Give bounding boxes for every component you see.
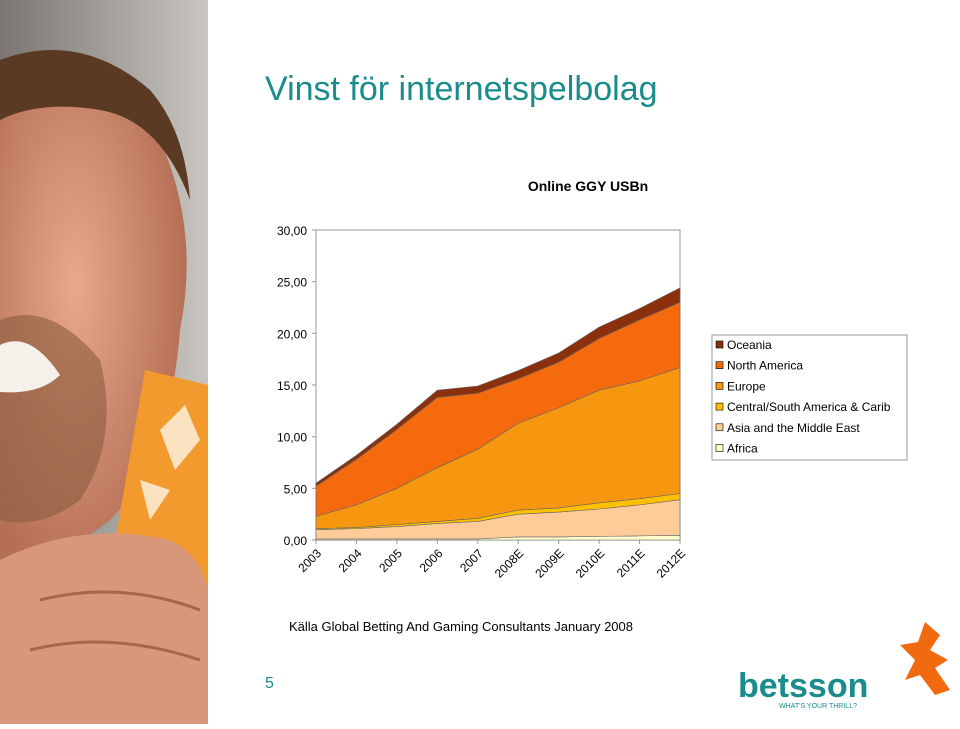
x-tick-label: 2010E xyxy=(573,546,607,580)
photo xyxy=(0,0,208,724)
legend-swatch xyxy=(715,340,724,349)
x-tick-label: 2011E xyxy=(614,546,648,580)
logo-text: betsson xyxy=(738,667,868,705)
y-tick-label: 30,00 xyxy=(277,224,307,238)
y-tick-label: 0,00 xyxy=(284,534,308,548)
tagline: WHAT'S YOUR THRILL? xyxy=(779,703,857,710)
y-tick-label: 15,00 xyxy=(277,379,307,393)
legend-swatch xyxy=(715,382,724,390)
legend-swatch xyxy=(715,402,724,411)
slide-title: Vinst för internetspelbolag xyxy=(265,70,658,108)
x-tick-label: 2006 xyxy=(417,546,446,575)
legend-swatch xyxy=(715,361,724,370)
area xyxy=(315,287,681,487)
source: Källa Global Betting And Gaming Consulta… xyxy=(289,619,633,634)
legend-items: Africa Asia and the Middle East Central/So… xyxy=(715,338,891,456)
legend-label: Oceania xyxy=(727,338,772,352)
legend-label: North America xyxy=(727,359,803,373)
legend-label: Central/South America & Carib xyxy=(727,400,891,414)
x-tick-label: 2005 xyxy=(376,546,405,575)
legend-swatch xyxy=(715,423,724,432)
x-tick-label: 2003 xyxy=(295,546,324,575)
legend-label: Africa xyxy=(727,442,758,456)
legend-label: Europe xyxy=(727,379,766,393)
y-tick-label: 20,00 xyxy=(277,327,307,341)
plot: 0,00 5,00 10,00 15,00 20,00 25,00 30,00 2003 200… xyxy=(277,224,688,581)
x-tick-label: 2012E xyxy=(654,546,688,580)
x-tick-label: 2004 xyxy=(336,546,365,575)
y-tick-label: 10,00 xyxy=(277,431,307,445)
x-tick-label: 2007 xyxy=(457,546,486,575)
y-tick-label: 25,00 xyxy=(277,276,307,290)
page-number: 5 xyxy=(265,675,274,692)
chart-title: Online GGY USBn xyxy=(528,178,648,194)
y-tick-label: 5,00 xyxy=(284,482,308,496)
legend-swatch xyxy=(715,444,724,452)
x-tick-label: 2008E xyxy=(492,546,526,580)
logo: betsson WHAT'S YOUR THRILL? xyxy=(738,622,950,710)
legend-label: Asia and the Middle East xyxy=(727,421,860,435)
x-tick-label: 2009E xyxy=(532,546,566,580)
legend xyxy=(711,334,908,461)
